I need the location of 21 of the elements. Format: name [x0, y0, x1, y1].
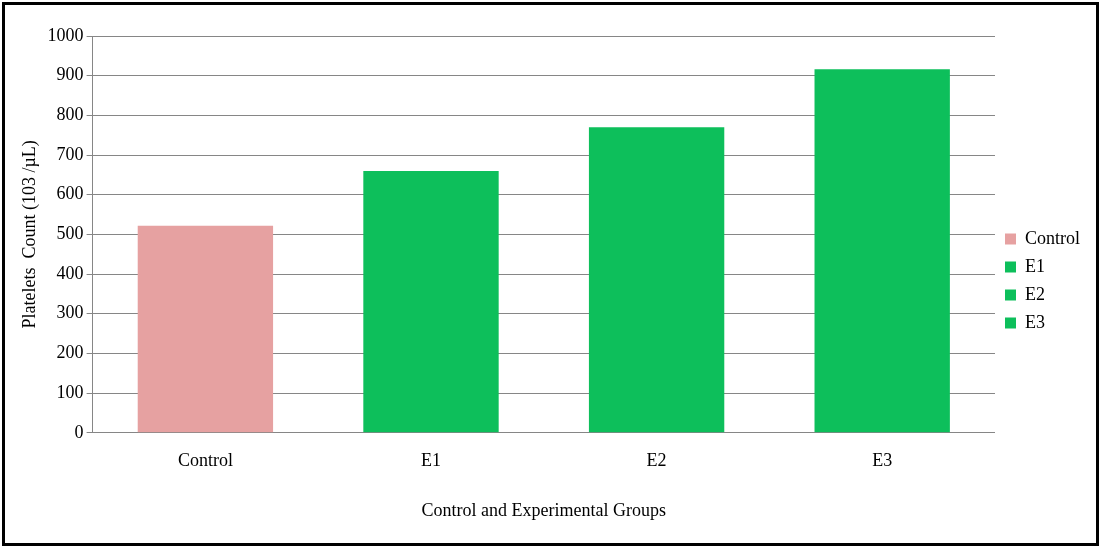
legend-label: E2 [1025, 283, 1045, 304]
y-tick-label: 600 [56, 183, 84, 204]
x-tick-label: E2 [646, 450, 667, 471]
y-tick-label: 400 [56, 262, 84, 283]
y-tick-label: 800 [56, 104, 84, 125]
legend-label: E1 [1025, 255, 1045, 276]
y-tick-label: 200 [56, 342, 84, 363]
legend-label: E3 [1025, 311, 1045, 332]
y-tick-label: 0 [74, 421, 84, 442]
y-tick-label: 700 [56, 143, 84, 164]
x-tick-label: Control [177, 450, 233, 471]
y-tick-label: 1000 [47, 24, 84, 45]
x-tick-label: E1 [421, 450, 441, 471]
y-tick-label: 900 [56, 64, 84, 85]
y-tick-label: 500 [56, 223, 84, 244]
legend-label: Control [1025, 227, 1081, 248]
y-tick-label: 300 [56, 302, 84, 323]
x-axis-title: Control and Experimental Groups [421, 499, 667, 520]
y-axis-title: Platelets Count (103 /µL) [18, 140, 40, 329]
y-tick-label: 100 [56, 381, 84, 402]
x-tick-label: E3 [872, 450, 893, 471]
